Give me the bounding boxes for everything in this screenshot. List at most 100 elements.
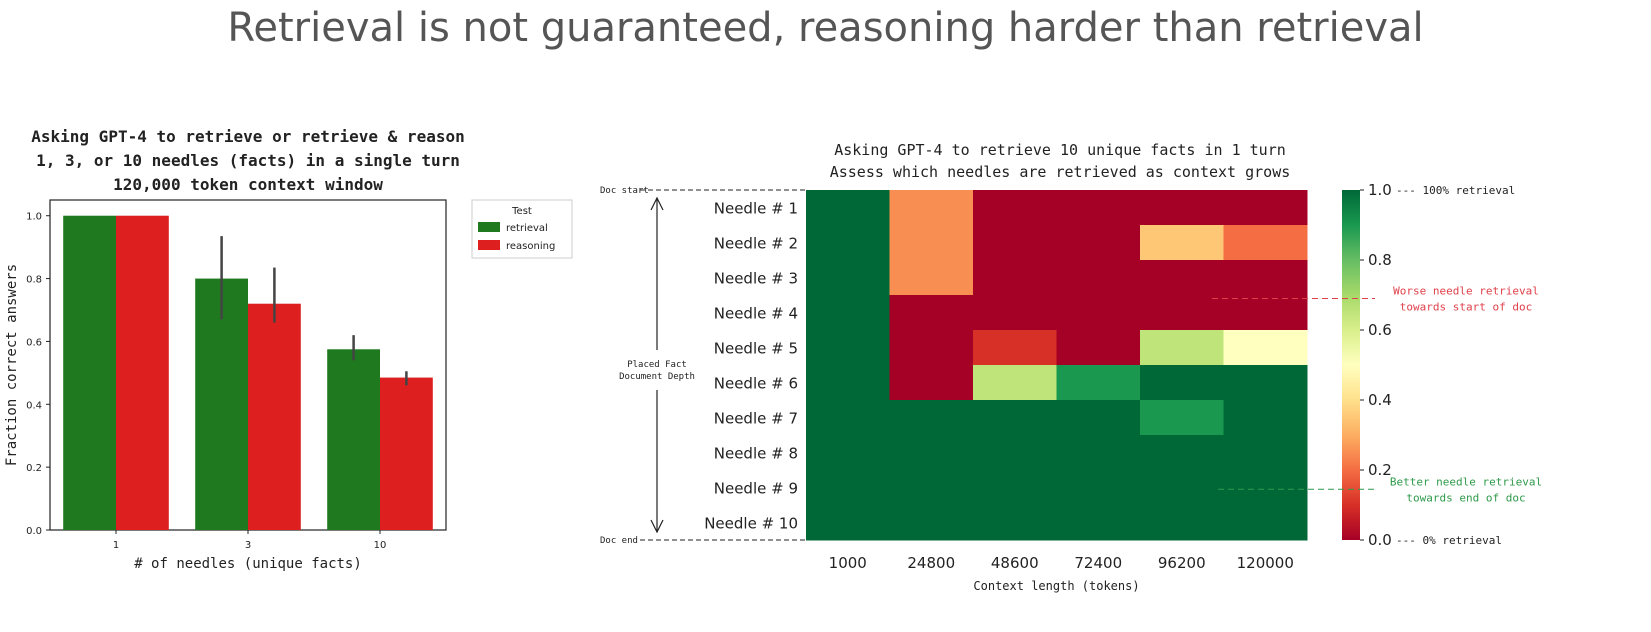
heatmap-cell [973,260,1057,296]
bar-chart: Asking GPT-4 to retrieve or retrieve & r… [4,127,573,572]
needle-label: Needle # 5 [714,340,798,358]
heatmap-cell [1223,470,1308,506]
heatmap-cell [889,435,974,471]
better-retrieval-note: Better needle retrieval [1390,475,1542,488]
heatmap-cell [1056,365,1141,401]
needle-label: Needle # 1 [714,200,798,218]
heatmap-cell [889,260,974,296]
x-axis-label: # of needles (unique facts) [134,556,362,572]
heatmap-cell [1056,225,1141,261]
needle-label: Needle # 7 [714,410,798,428]
depth-label-line: Placed Fact [627,360,687,370]
heatmap-cell [889,505,974,541]
heatmap-cell [889,330,974,366]
heatmap-cell [1223,225,1308,261]
x-tick-label: 3 [245,540,251,551]
bar-reasoning [116,215,169,530]
needle-label: Needle # 3 [714,270,798,288]
x-tick-label: 48600 [991,554,1039,572]
colorbar-tick-label: 0.2 [1368,461,1392,479]
heatmap-cell [806,365,890,401]
heatmap-cell [1223,400,1308,436]
colorbar-tick-label: 1.0 [1368,181,1392,199]
worse-retrieval-note: Worse needle retrieval [1393,285,1539,298]
heatmap-cell [1140,330,1224,366]
slide-title: Retrieval is not guaranteed, reasoning h… [227,5,1424,51]
heatmap-cell [1223,435,1308,471]
heatmap-cell [1223,295,1308,331]
heatmap-cell [889,400,974,436]
chart-title-line: Asking GPT-4 to retrieve or retrieve & r… [31,127,464,146]
heatmap-cell [1056,470,1141,506]
heatmap-cell [1056,190,1141,226]
heatmap-cell [1140,400,1224,436]
bar-retrieval [63,215,116,530]
heatmap-cell [1056,435,1141,471]
heatmap-cell [1140,505,1224,541]
bar-retrieval [195,278,248,530]
x-tick-label: 120000 [1237,554,1294,572]
heatmap-cell [973,295,1057,331]
heatmap-cell [1223,505,1308,541]
heatmap-cell [889,190,974,226]
heatmap-cell [889,225,974,261]
x-tick-label: 72400 [1074,554,1122,572]
arrow-head-down [650,519,664,534]
heatmap-cell [1140,470,1224,506]
heatmap-cell [806,190,890,226]
heatmap-cell [1056,295,1141,331]
heatmap-cell [1056,330,1141,366]
colorbar-tick-label: 0.8 [1368,251,1392,269]
needle-label: Needle # 9 [714,480,798,498]
worse-retrieval-note: towards start of doc [1400,301,1532,314]
chart-title-line: 1, 3, or 10 needles (facts) in a single … [36,151,460,170]
needle-label: Needle # 6 [714,375,798,393]
heatmap-cell [889,365,974,401]
heatmap-cell [1223,365,1308,401]
legend-title: Test [511,206,532,217]
heatmap-cell [1140,365,1224,401]
y-tick-label: 0.2 [26,463,42,474]
x-tick-label: 10 [374,540,387,551]
heatmap-cell [1056,400,1141,436]
heatmap-title-line: Asking GPT-4 to retrieve 10 unique facts… [834,141,1286,159]
legend-label-reasoning: reasoning [506,241,555,252]
heatmap-cell [1140,225,1224,261]
heatmap-cell [1223,190,1308,226]
heatmap-cell [973,190,1057,226]
heatmap-cell [973,365,1057,401]
heatmap-cell [806,330,890,366]
arrow-head-up [650,196,664,211]
chart-title-line: 120,000 token context window [113,175,383,194]
colorbar-tick-label: 0.4 [1368,391,1392,409]
y-tick-label: 0.8 [26,275,42,286]
bottom-retrieval-note: --- 0% retrieval [1396,534,1502,547]
bar-reasoning [380,377,433,530]
y-tick-label: 1.0 [26,212,42,223]
x-tick-label: 1 [113,540,119,551]
legend-label-retrieval: retrieval [506,223,548,234]
y-tick-label: 0.4 [26,400,42,411]
y-tick-label: 0.0 [26,526,42,537]
doc-end-label: Doc end [600,536,638,546]
heatmap-cell [806,435,890,471]
x-tick-label: 96200 [1158,554,1206,572]
heatmap-cell [973,225,1057,261]
heatmap-cell [806,295,890,331]
heatmap-cell [889,295,974,331]
doc-start-label: Doc start [600,186,649,196]
needle-label: Needle # 2 [714,235,798,253]
legend-swatch-retrieval [478,222,500,232]
x-tick-label: 24800 [907,554,955,572]
legend-swatch-reasoning [478,240,500,250]
heatmap-cell [1223,330,1308,366]
heatmap-cell [806,225,890,261]
heatmap-cell [1140,190,1224,226]
heatmap-cell [1140,435,1224,471]
heatmap-cell [973,400,1057,436]
heatmap-cell [973,330,1057,366]
colorbar-tick-label: 0.6 [1368,321,1392,339]
bar-reasoning [248,303,301,530]
x-axis-label: Context length (tokens) [973,579,1139,593]
colorbar-tick-label: 0.0 [1368,531,1392,549]
